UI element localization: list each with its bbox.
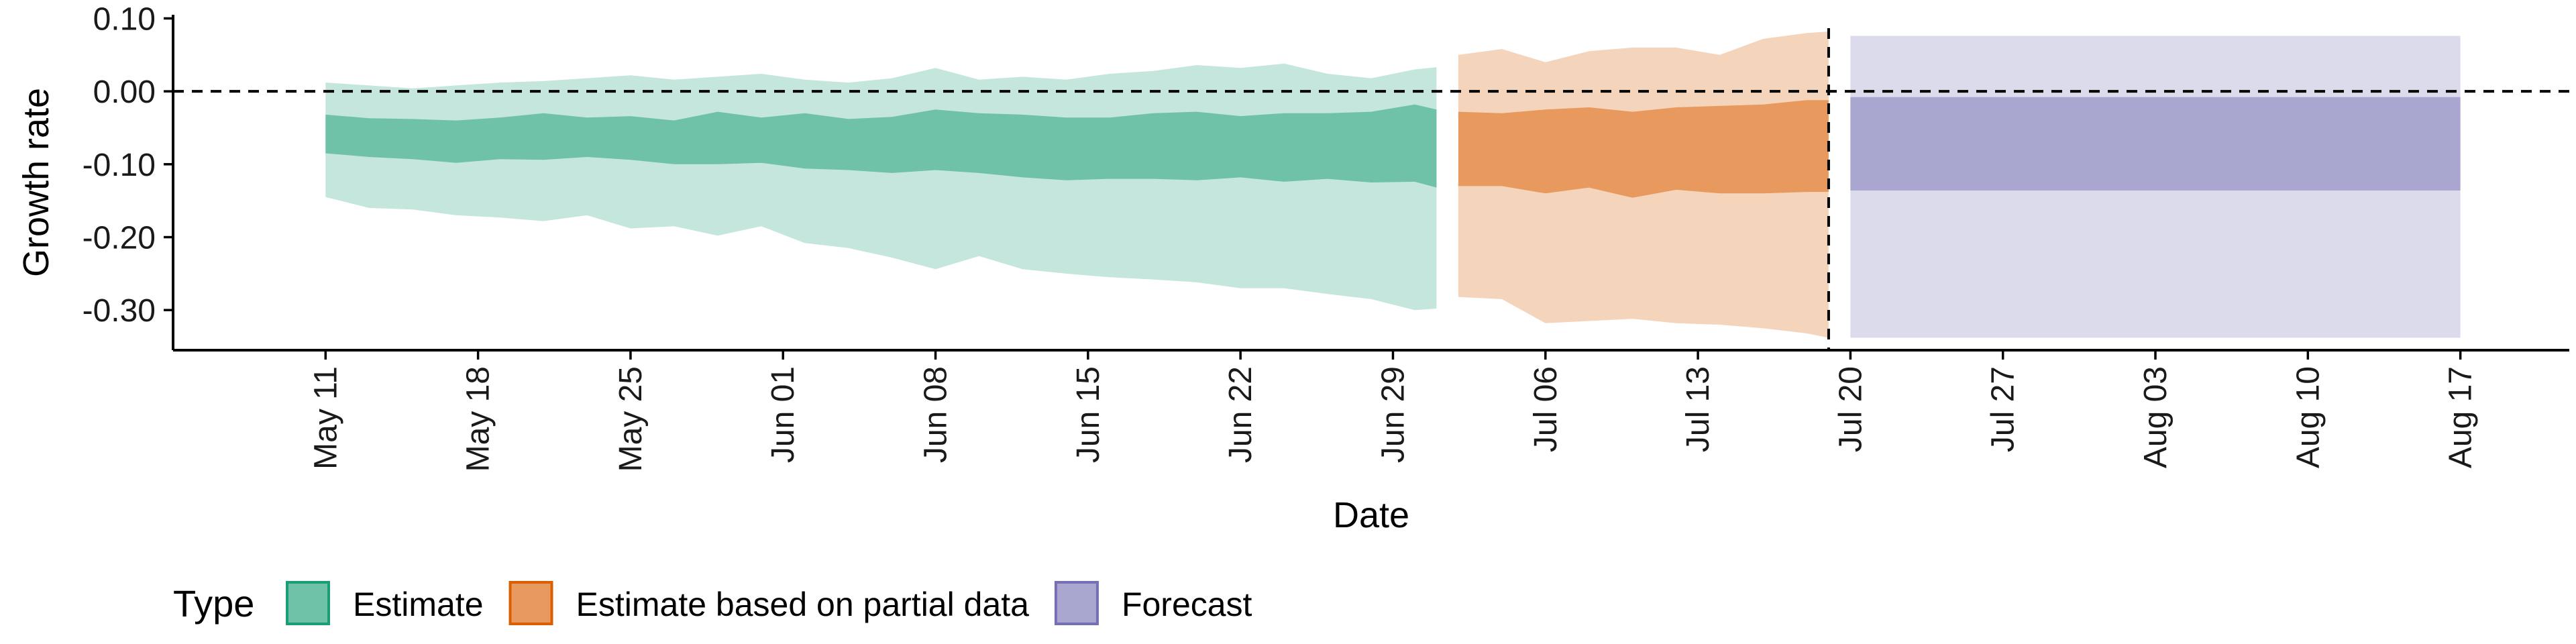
y-tick-label: -0.20 [83, 221, 156, 256]
x-tick-label: Jul 06 [1528, 366, 1564, 452]
estimate-based-on-partial-data-inner-band [1458, 100, 1829, 198]
legend: Type Estimate Estimate based on partial d… [173, 581, 1252, 625]
estimate-based-on-partial-data-legend-label: Estimate based on partial data [576, 586, 1030, 623]
x-tick-label: May 18 [461, 366, 496, 472]
estimate-inner-band [325, 104, 1437, 188]
y-tick-label: -0.10 [83, 148, 156, 183]
ribbon-layer [325, 32, 2461, 338]
x-tick-label: Aug 10 [2290, 366, 2326, 468]
estimate-based-on-partial-data-legend-swatch [508, 581, 553, 625]
y-tick-label: 0.10 [93, 1, 156, 37]
forecast-legend-swatch [1054, 581, 1099, 625]
y-tick-label: 0.00 [93, 74, 156, 110]
x-tick-label: Aug 03 [2138, 366, 2174, 468]
x-tick-label: Aug 17 [2443, 366, 2479, 468]
x-tick-label: May 25 [613, 366, 649, 472]
x-tick-label: Jun 01 [765, 366, 801, 463]
x-tick-label: Jun 08 [918, 366, 954, 463]
x-tick-label: Jun 15 [1071, 366, 1106, 463]
x-tick-label: Jun 29 [1375, 366, 1411, 463]
reference-lines [173, 28, 2569, 350]
axes: 0.10 0.00 -0.10 -0.20 -0.30 May 11 May 18 May 2… [83, 1, 2569, 472]
forecast-inner-band [1850, 97, 2461, 191]
x-tick-label: Jul 27 [1986, 366, 2021, 452]
estimate-legend-swatch [286, 581, 330, 625]
estimate-legend-label: Estimate [353, 586, 484, 623]
x-tick-label: Jun 22 [1223, 366, 1258, 463]
legend-title: Type [173, 582, 254, 625]
x-tick-label: Jul 13 [1680, 366, 1716, 452]
y-tick-label: -0.30 [83, 293, 156, 329]
y-axis-title: Growth rate [16, 88, 56, 277]
estimate-outer-band [325, 63, 1437, 311]
x-tick-label: Jul 20 [1833, 366, 1868, 452]
x-axis-title: Date [1333, 495, 1409, 535]
x-tick-label: May 11 [308, 366, 343, 470]
forecast-legend-label: Forecast [1122, 586, 1252, 623]
